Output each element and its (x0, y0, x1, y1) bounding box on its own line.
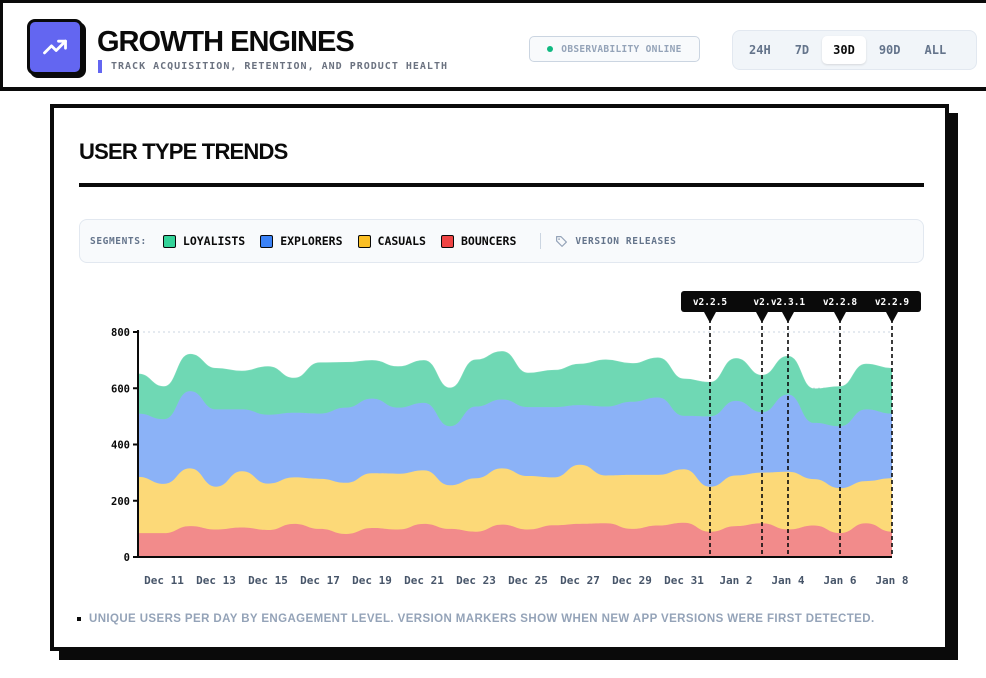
x-tick-label: Jan 4 (771, 574, 804, 587)
tag-icon (556, 235, 568, 247)
segments-label: SEGMENTS: (90, 235, 147, 247)
x-tick-label: Dec 13 (196, 574, 236, 587)
version-marker-label: v2.2.8 (823, 297, 858, 308)
version-label-strip (681, 291, 921, 312)
area-loyalists (138, 351, 892, 427)
chart-caption: UNIQUE USERS PER DAY BY ENGAGEMENT LEVEL… (77, 613, 875, 625)
observability-status-badge: OBSERVABILITY ONLINE (529, 36, 700, 62)
version-marker-label: v2.2.5 (693, 297, 728, 308)
version-releases-toggle[interactable]: VERSION RELEASES (555, 235, 676, 248)
area-casuals (138, 464, 892, 534)
x-tick-label: Dec 21 (404, 574, 444, 587)
area-bouncers (138, 522, 892, 557)
trending-up-icon (43, 39, 67, 55)
casuals-swatch (357, 234, 371, 248)
x-tick-label: Jan 6 (823, 574, 856, 587)
card-title: USER TYPE TRENDS (79, 139, 288, 164)
legend-label-bouncers: BOUNCERS (460, 234, 517, 248)
app-title: GROWTH ENGINES (97, 26, 355, 58)
version-marker-label: v2. (753, 297, 770, 308)
bouncers-swatch (440, 234, 454, 248)
axes: 0 200 400 600 800 Dec 11 Dec 13 Dec 15 Dec 17 Dec… (111, 327, 909, 587)
y-tick-label: 400 (111, 440, 130, 452)
legend-label-explorers: EXPLORERS (280, 234, 343, 248)
x-tick-label: Dec 11 (144, 574, 184, 587)
y-tick-label: 200 (111, 496, 130, 508)
range-button-all[interactable]: ALL (924, 43, 947, 57)
app-subtitle: TRACK ACQUISITION, RETENTION, AND PRODUC… (98, 60, 448, 73)
caption-text: UNIQUE USERS PER DAY BY ENGAGEMENT LEVEL… (89, 613, 875, 625)
app-logo (27, 19, 83, 75)
app-header: GROWTH ENGINES TRACK ACQUISITION, RETENT… (0, 0, 986, 91)
legend-item-bouncers[interactable]: BOUNCERS (440, 234, 517, 248)
segments-legend: SEGMENTS: LOYALISTS EXPLORERS CASUALS BO… (79, 219, 924, 263)
range-button-90d[interactable]: 90D (878, 43, 901, 57)
range-button-24h[interactable]: 24H (749, 43, 771, 57)
x-tick-label: Dec 17 (300, 574, 340, 587)
legend-item-loyalists[interactable]: LOYALISTS (162, 234, 246, 248)
version-marker-pointer (834, 312, 846, 323)
caption-bullet (77, 617, 81, 621)
legend-divider (540, 233, 542, 249)
x-tick-label: Dec 25 (508, 574, 548, 587)
y-tick-label: 600 (111, 383, 130, 395)
area-series (137, 351, 893, 557)
y-tick-label: 0 (124, 552, 130, 564)
loyalists-swatch (162, 234, 176, 248)
y-tick-label: 800 (111, 327, 130, 339)
version-marker-label: v2.3.1 (771, 297, 806, 308)
version-marker-pointer (704, 312, 716, 323)
legend-item-casuals[interactable]: CASUALS (357, 234, 426, 248)
x-tick-label: Dec 15 (248, 574, 288, 587)
x-tick-label: Jan 2 (719, 574, 752, 587)
title-divider (79, 183, 924, 187)
range-button-7d[interactable]: 7D (794, 43, 810, 57)
version-markers: v2.2.5 v2. v2.3.1 v2.2.8 v2.2.9 (681, 291, 921, 557)
legend-label-loyalists: LOYALISTS (182, 234, 246, 248)
x-tick-label: Dec 31 (664, 574, 704, 587)
range-button-30d[interactable]: 30D (822, 36, 866, 64)
version-releases-label: VERSION RELEASES (575, 235, 677, 247)
version-marker-pointer (782, 312, 794, 323)
time-range-selector: 24H 7D 30D 90D ALL (732, 30, 977, 70)
x-tick-label: Dec 23 (456, 574, 496, 587)
version-marker-label: v2.2.9 (875, 297, 910, 308)
explorers-swatch (260, 234, 274, 248)
x-tick-label: Dec 19 (352, 574, 392, 587)
legend-label-casuals: CASUALS (377, 234, 426, 248)
x-tick-label: Dec 27 (560, 574, 600, 587)
line-loyalists (137, 351, 893, 390)
legend-item-explorers[interactable]: EXPLORERS (260, 234, 343, 248)
x-tick-label: Jan 8 (875, 574, 908, 587)
status-dot-icon (547, 46, 554, 52)
stacked-area-chart: 0 200 400 600 800 Dec 11 Dec 13 Dec 15 Dec 17 Dec… (111, 291, 921, 587)
x-tick-label: Dec 29 (612, 574, 652, 587)
version-marker-pointer (756, 312, 768, 323)
user-type-trends-card: USER TYPE TRENDS SEGMENTS: LOYALISTS EXP… (50, 104, 949, 651)
status-text: OBSERVABILITY ONLINE (561, 43, 682, 55)
area-explorers (138, 391, 892, 489)
version-marker-pointer (886, 312, 898, 323)
